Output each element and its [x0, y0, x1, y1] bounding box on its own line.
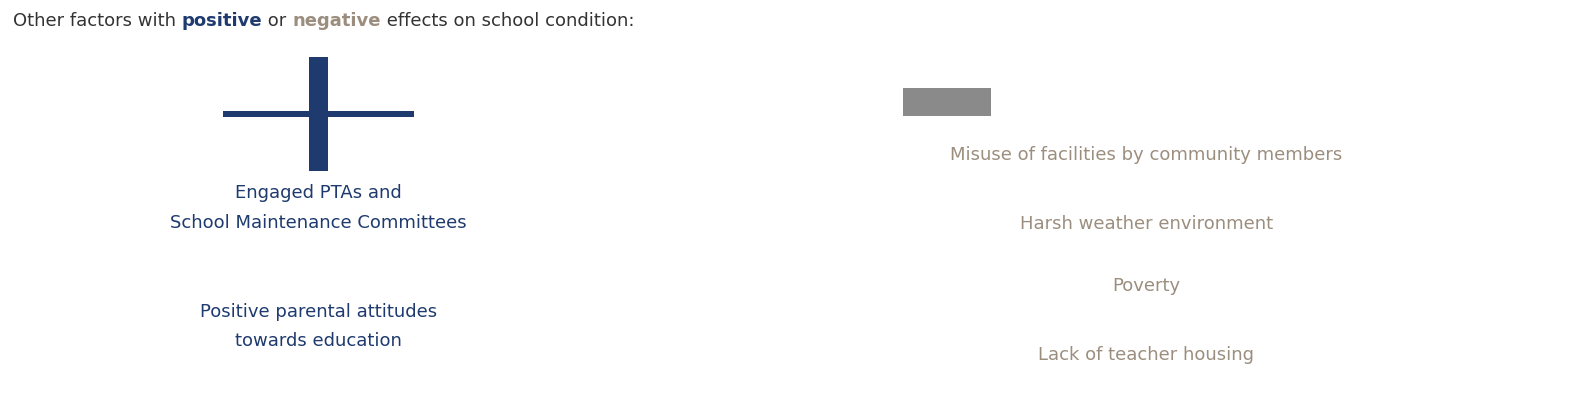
- FancyBboxPatch shape: [904, 88, 990, 116]
- Text: Other factors with: Other factors with: [13, 12, 181, 30]
- Text: Harsh weather environment: Harsh weather environment: [1020, 215, 1272, 233]
- Text: negative: negative: [291, 12, 380, 30]
- Text: Lack of teacher housing: Lack of teacher housing: [1038, 346, 1254, 364]
- Text: Misuse of facilities by community members: Misuse of facilities by community member…: [950, 146, 1342, 164]
- FancyBboxPatch shape: [309, 57, 328, 171]
- Text: positive: positive: [181, 12, 263, 30]
- Text: Positive parental attitudes
towards education: Positive parental attitudes towards educ…: [201, 303, 436, 350]
- FancyBboxPatch shape: [223, 111, 414, 117]
- Text: or: or: [263, 12, 291, 30]
- Text: Poverty: Poverty: [1113, 277, 1180, 295]
- Text: Engaged PTAs and
School Maintenance Committees: Engaged PTAs and School Maintenance Comm…: [170, 184, 466, 232]
- Text: effects on school condition:: effects on school condition:: [380, 12, 634, 30]
